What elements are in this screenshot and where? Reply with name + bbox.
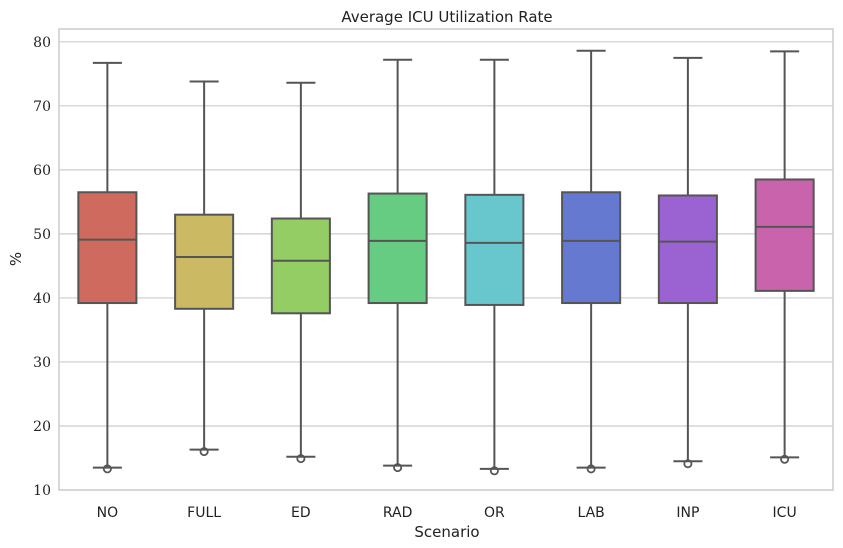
outlier-point: [296, 454, 306, 464]
x-tick-labels: NO FULL ED RAD OR LAB INP ICU: [97, 505, 797, 521]
x-tick-label: ICU: [773, 505, 797, 521]
box-iqr: [174, 213, 235, 310]
box-iqr: [270, 217, 331, 315]
box-iqr: [754, 178, 815, 292]
x-tick-label: OR: [484, 505, 505, 521]
y-axis-label: %: [7, 252, 25, 266]
x-tick-label: FULL: [187, 505, 221, 521]
box-iqr: [367, 192, 428, 305]
outlier-point: [586, 464, 596, 474]
y-tick-labels: 10 20 30 40 50 60 70 80: [33, 35, 51, 499]
box-rad: [367, 58, 428, 473]
x-tick-label: RAD: [383, 505, 413, 521]
box-iqr: [561, 191, 622, 305]
boxes: [77, 49, 815, 476]
outlier-point: [780, 454, 790, 464]
outlier-point: [489, 466, 499, 476]
x-tick-label: ED: [291, 505, 311, 521]
outlier-point: [683, 459, 693, 469]
box-ed: [270, 81, 331, 464]
box-or: [464, 58, 525, 476]
x-axis-label: Scenario: [414, 523, 479, 541]
box-iqr: [464, 193, 525, 306]
box-full: [174, 80, 235, 457]
outlier-point: [199, 447, 209, 457]
y-tick-label: 80: [33, 35, 51, 51]
box-iqr: [657, 194, 718, 305]
x-tick-label: LAB: [577, 505, 604, 521]
y-tick-label: 30: [33, 355, 51, 371]
x-tick-label: NO: [97, 505, 119, 521]
y-tick-label: 20: [33, 419, 51, 435]
box-lab: [561, 49, 622, 474]
outlier-point: [102, 464, 112, 474]
y-tick-label: 50: [33, 227, 51, 243]
box-inp: [657, 56, 718, 469]
y-tick-label: 10: [33, 483, 51, 499]
box-iqr: [77, 191, 138, 305]
plot-frame: [58, 28, 834, 491]
y-tick-label: 40: [33, 291, 51, 307]
outlier-point: [393, 463, 403, 473]
y-tick-label: 60: [33, 163, 51, 179]
chart-title: Average ICU Utilization Rate: [341, 8, 552, 26]
x-tick-label: INP: [676, 505, 699, 521]
box-icu: [754, 50, 815, 464]
box-no: [77, 61, 138, 474]
y-tick-label: 70: [33, 99, 51, 115]
